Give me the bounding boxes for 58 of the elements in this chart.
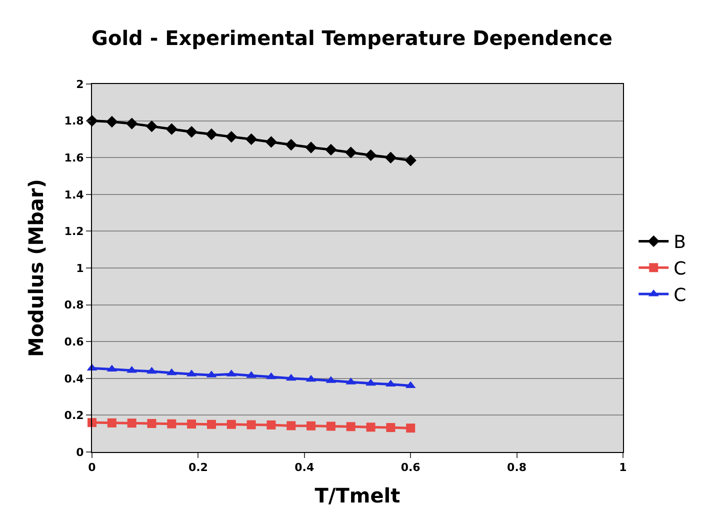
point (366, 422, 376, 432)
point (146, 120, 158, 132)
point (226, 130, 238, 143)
y-tick-label: 1 (76, 262, 84, 275)
legend-label: C (674, 285, 686, 306)
y-tick-label: 0.6 (64, 335, 84, 348)
y-tick-label: 2 (76, 78, 84, 91)
point (404, 154, 416, 166)
y-tick-label: 0.2 (64, 409, 84, 422)
point (186, 126, 198, 138)
point (166, 123, 178, 135)
point (146, 366, 157, 374)
y-tick-label: 1.6 (64, 151, 84, 164)
point (384, 152, 397, 164)
point (406, 424, 416, 433)
point (245, 133, 258, 146)
x-tick-label: 0.4 (294, 461, 314, 474)
point (285, 138, 297, 151)
x-tick-label: 0 (88, 461, 96, 474)
y-axis-title: Modulus (Mbar) (24, 178, 48, 358)
point (106, 116, 118, 128)
y-tick-label: 1.4 (64, 188, 84, 202)
point (306, 421, 316, 430)
point (265, 136, 278, 148)
point (364, 149, 377, 162)
y-tick-label: 1.2 (64, 225, 84, 238)
legend-label: C (674, 258, 686, 280)
chart-title: Gold - Experimental Temperature Dependence (92, 26, 612, 50)
point (305, 142, 317, 154)
y-tick-label: 0 (76, 446, 84, 459)
point (346, 422, 356, 432)
point (187, 420, 196, 429)
point (246, 420, 256, 430)
point (286, 421, 296, 430)
point (366, 378, 376, 386)
point (167, 419, 176, 428)
point (326, 422, 336, 431)
point (325, 144, 337, 156)
legend-label: B (674, 232, 686, 254)
y-tick-label: 0.4 (64, 372, 84, 386)
x-tick-label: 0.6 (400, 461, 421, 474)
point (206, 128, 218, 140)
x-axis-title: T/Tmelt (314, 484, 401, 508)
y-tick-label: 0.8 (64, 298, 84, 312)
point (266, 372, 276, 380)
x-tick-label: 0.8 (507, 461, 527, 474)
point (206, 420, 216, 429)
point (226, 420, 236, 429)
point (127, 418, 136, 428)
point (126, 118, 138, 130)
x-tick-label: 1 (619, 461, 627, 474)
y-tick-label: 1.8 (64, 114, 84, 128)
point (147, 418, 156, 428)
point (345, 146, 357, 158)
x-tick-label: 0.2 (188, 461, 208, 474)
point (107, 418, 116, 428)
point (266, 420, 276, 430)
point (386, 423, 396, 432)
